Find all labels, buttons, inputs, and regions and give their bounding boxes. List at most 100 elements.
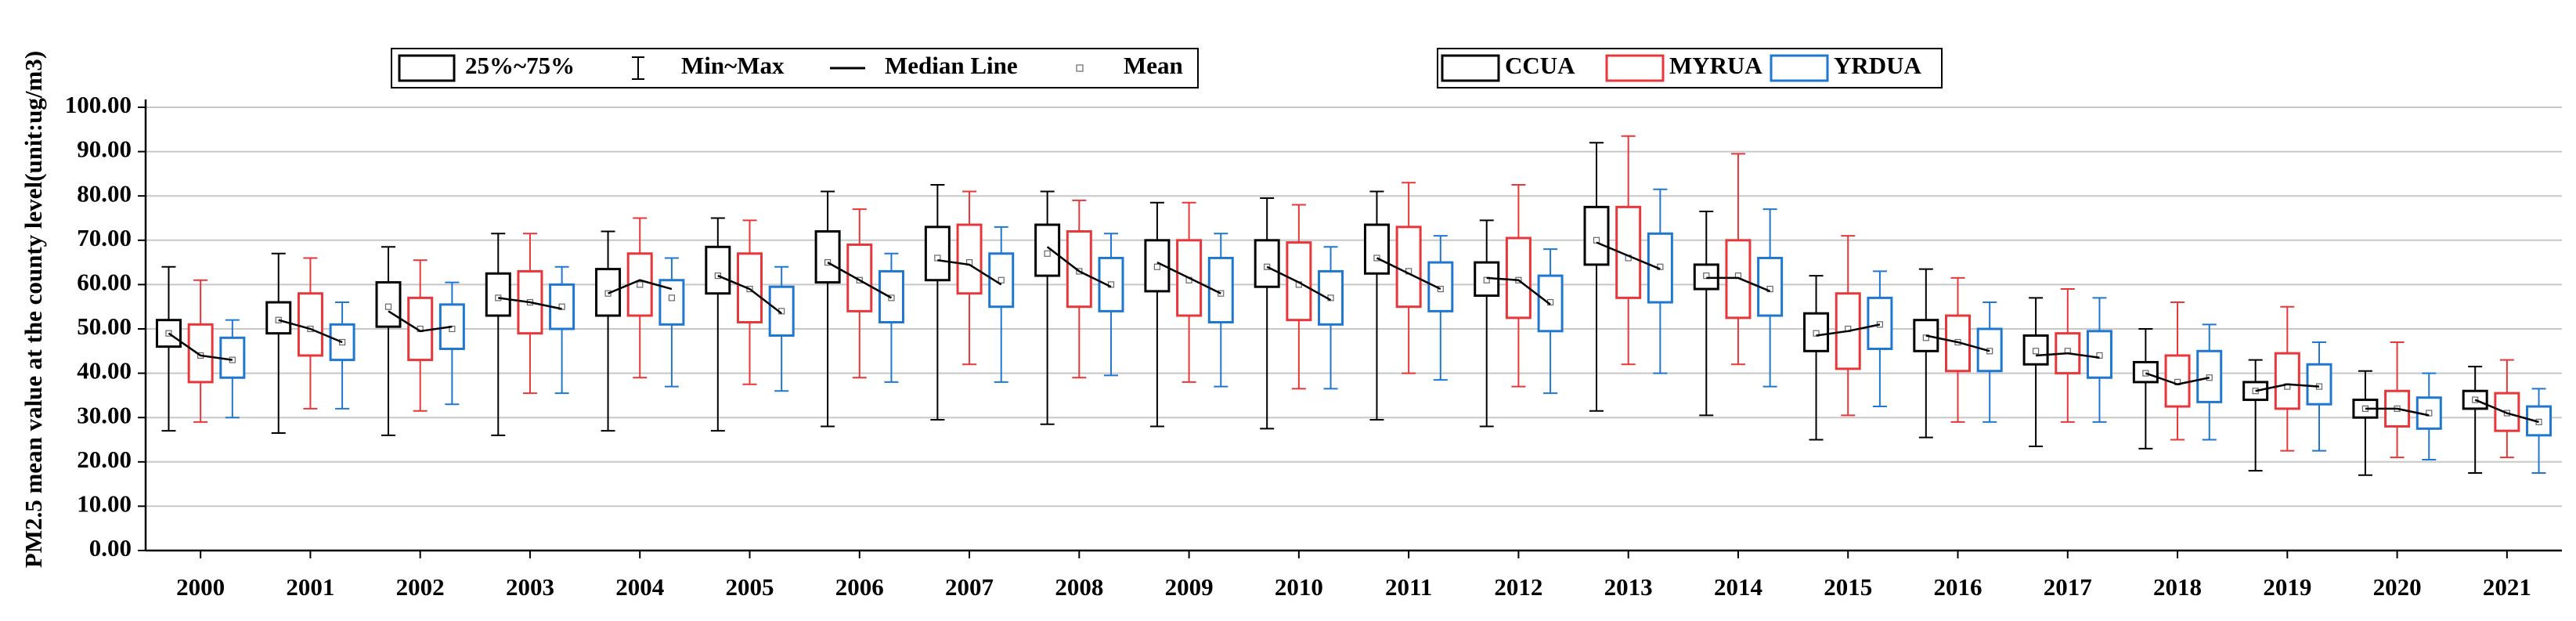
legend-box-icon bbox=[398, 54, 456, 82]
legend-label: CCUA bbox=[1505, 52, 1575, 79]
box bbox=[485, 272, 511, 317]
box bbox=[1363, 223, 1390, 275]
box bbox=[814, 229, 841, 284]
legend-swatch bbox=[1441, 54, 1500, 82]
median-line bbox=[937, 259, 1002, 286]
x-tick-label: 2003 bbox=[506, 573, 554, 601]
median-line bbox=[2036, 352, 2100, 359]
legend-label: 25%~75% bbox=[465, 52, 575, 79]
mean-marker bbox=[384, 303, 392, 310]
box bbox=[1254, 239, 1280, 288]
y-tick-label: 20.00 bbox=[77, 446, 132, 473]
y-tick-label: 80.00 bbox=[77, 179, 132, 207]
box bbox=[1395, 226, 1422, 309]
box bbox=[517, 269, 543, 335]
median-line bbox=[388, 310, 453, 333]
x-tick-label: 2021 bbox=[2483, 573, 2531, 601]
box bbox=[1034, 223, 1061, 277]
median-line bbox=[827, 262, 893, 299]
box bbox=[187, 323, 214, 384]
box bbox=[297, 292, 323, 357]
x-tick-label: 2002 bbox=[396, 573, 445, 601]
x-tick-label: 2019 bbox=[2263, 573, 2311, 601]
box bbox=[2196, 349, 2223, 403]
box bbox=[1098, 256, 1124, 312]
box bbox=[1945, 314, 1971, 373]
x-tick-label: 2015 bbox=[1824, 573, 1872, 601]
box bbox=[1725, 239, 1752, 320]
mean-marker bbox=[558, 303, 565, 310]
x-tick-label: 2008 bbox=[1055, 573, 1103, 601]
mean-marker bbox=[2096, 352, 2103, 359]
mean-marker bbox=[998, 276, 1005, 283]
x-tick-label: 2014 bbox=[1714, 573, 1762, 601]
x-tick-label: 2009 bbox=[1165, 573, 1214, 601]
median-line bbox=[278, 319, 343, 344]
median-line bbox=[1266, 265, 1332, 301]
median-line bbox=[1486, 276, 1551, 305]
median-line bbox=[2365, 407, 2430, 417]
x-tick-label: 2006 bbox=[835, 573, 884, 601]
legend-frame bbox=[391, 48, 1199, 88]
box bbox=[705, 245, 731, 295]
median-line bbox=[2145, 372, 2210, 386]
box bbox=[1176, 239, 1203, 317]
median-line bbox=[1706, 276, 1771, 293]
x-tick-label: 2017 bbox=[2044, 573, 2092, 601]
median-line bbox=[1156, 261, 1221, 294]
mean-marker bbox=[1044, 250, 1051, 257]
y-tick-label: 30.00 bbox=[77, 401, 132, 428]
mean-marker bbox=[1657, 263, 1664, 270]
x-tick-label: 2018 bbox=[2153, 573, 2202, 601]
y-tick-label: 0.00 bbox=[89, 534, 132, 561]
x-tick-label: 2020 bbox=[2373, 573, 2422, 601]
x-tick-label: 2011 bbox=[1385, 573, 1432, 601]
x-tick-label: 2016 bbox=[1934, 573, 1983, 601]
legend-label: Min~Max bbox=[681, 52, 785, 79]
median-line bbox=[1596, 241, 1661, 270]
box bbox=[2274, 352, 2300, 410]
median-line bbox=[2474, 399, 2539, 424]
median-line bbox=[608, 279, 673, 294]
legend-label: YRDUA bbox=[1834, 52, 1922, 79]
box bbox=[956, 223, 983, 295]
y-tick-label: 70.00 bbox=[77, 224, 132, 251]
median-line bbox=[2255, 383, 2320, 392]
x-tick-label: 2012 bbox=[1494, 573, 1542, 601]
legend-swatch bbox=[1605, 54, 1665, 82]
y-tick-label: 90.00 bbox=[77, 135, 132, 163]
box bbox=[1583, 205, 1610, 266]
median-line bbox=[1376, 257, 1441, 291]
x-tick-label: 2005 bbox=[726, 573, 774, 601]
mean-marker bbox=[668, 294, 676, 301]
mean-marker bbox=[2426, 410, 2433, 417]
legend-swatch bbox=[1770, 54, 1829, 82]
x-tick-label: 2013 bbox=[1604, 573, 1653, 601]
legend-label: MYRUA bbox=[1669, 52, 1762, 79]
mean-marker bbox=[1593, 236, 1600, 244]
mean-marker bbox=[1153, 263, 1161, 270]
box bbox=[1286, 241, 1312, 322]
y-tick-label: 100.00 bbox=[65, 91, 132, 118]
y-tick-label: 40.00 bbox=[77, 357, 132, 385]
box bbox=[375, 281, 402, 328]
median-line bbox=[1816, 323, 1881, 337]
mean-marker bbox=[1766, 285, 1773, 293]
box bbox=[265, 301, 292, 335]
median-line bbox=[717, 274, 782, 315]
median-line bbox=[1046, 246, 1112, 288]
mean-marker bbox=[1813, 330, 1820, 337]
box bbox=[924, 226, 951, 282]
legend-label: Median Line bbox=[885, 52, 1018, 79]
box bbox=[1976, 327, 2003, 373]
mean-marker bbox=[2032, 348, 2040, 355]
y-tick-label: 10.00 bbox=[77, 490, 132, 518]
median-line bbox=[168, 332, 233, 361]
mean-marker bbox=[1922, 334, 1929, 341]
y-tick-label: 50.00 bbox=[77, 312, 132, 340]
median-line bbox=[498, 297, 562, 310]
mean-marker bbox=[449, 325, 456, 333]
x-tick-label: 2004 bbox=[615, 573, 664, 601]
legend-label: Mean bbox=[1124, 52, 1183, 79]
